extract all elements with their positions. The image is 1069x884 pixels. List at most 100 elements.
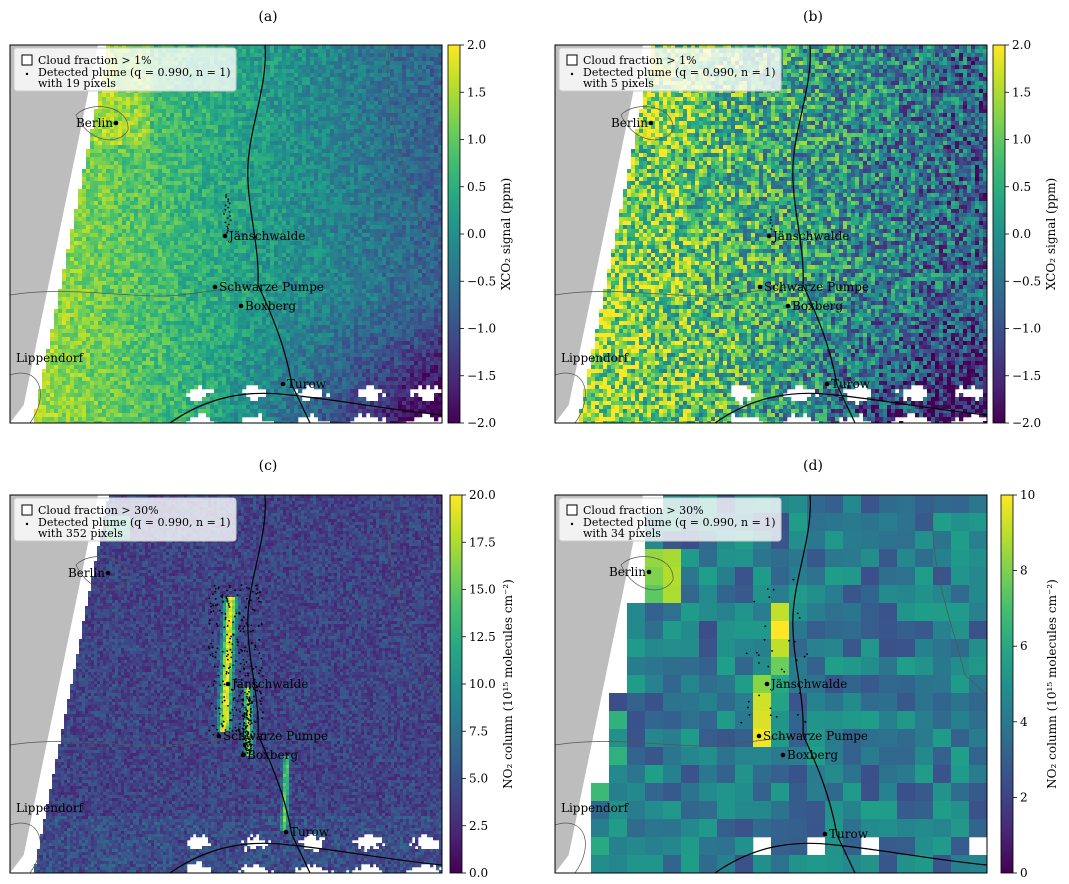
plume-marker [229,606,231,608]
plume-marker [243,718,245,720]
plume-marker [257,717,259,719]
plume-marker [747,707,749,709]
location-dot [757,734,762,739]
plume-marker [244,650,246,652]
plume-marker [258,672,260,674]
plume-marker [770,219,772,221]
plume-marker [212,632,214,634]
plume-marker [229,585,231,587]
plume-marker [259,591,261,593]
plume-marker [252,668,254,670]
plume-marker [225,221,227,223]
plume-marker [229,638,231,640]
panel-caption: (a) [258,9,277,25]
plume-marker [781,668,783,670]
plume-marker [246,744,248,746]
location-marker: Boxberg [241,748,299,762]
plume-marker [247,725,249,727]
location-label: Boxberg [247,748,298,762]
plume-marker [239,671,241,673]
location-label: Lippendorf [561,801,630,815]
location-label: Schwarze Pumpe [763,729,868,743]
legend: Cloud fraction > 30%Detected plume (q = … [14,498,236,541]
plume-marker [769,596,771,598]
plume-marker [221,612,223,614]
plume-marker [237,641,239,643]
location-dot [223,234,228,239]
plume-marker [214,591,216,593]
plume-marker [257,592,259,594]
plume-marker [770,216,772,218]
plume-marker [746,652,748,654]
plume-marker [214,585,216,587]
location-label: Berlin [68,566,105,580]
plume-marker [254,720,256,722]
location-marker: Turow [823,827,869,841]
plume-marker [208,648,210,650]
colorbar-tick-label: 0.5 [467,180,486,194]
location-dot [284,830,289,835]
location-marker: Jänschwalde [223,229,306,243]
plume-marker [208,686,210,688]
plume-marker [226,655,228,657]
plume-marker [223,213,225,215]
plume-marker [758,694,760,696]
plume-marker [217,647,219,649]
location-dot [765,682,770,687]
plume-marker [243,724,245,726]
location-marker: Berlin [68,566,110,580]
plume-marker [243,668,245,670]
plume-marker [250,720,252,722]
plume-marker [244,692,246,694]
colorbar-tick-label: 2 [1020,790,1028,804]
colorbar-tick-label: 4 [1020,715,1028,729]
location-dot [239,304,244,309]
plume-marker [767,666,769,668]
plume-marker [225,613,227,615]
plume-marker [241,619,243,621]
plume-marker [243,616,245,618]
plume-marker [251,702,253,704]
plume-marker [242,715,244,717]
colorbar-tick-label: −2.0 [1012,416,1041,430]
colorbar-label: XCO₂ signal (ppm) [1044,178,1058,290]
plume-marker [261,697,263,699]
colorbar-label: NO₂ column (10¹⁵ molecules cm⁻²) [501,579,515,789]
colorbar-tick-label: 1.0 [467,133,486,147]
plume-marker [804,656,806,658]
panel-caption: (b) [803,9,823,25]
plume-marker [258,625,260,627]
location-marker: Berlin [611,116,653,130]
cloud-swatch [567,55,577,65]
plume-marker [252,609,254,611]
location-marker: Schwarze Pumpe [217,729,328,743]
colorbar-tick-label: 0.0 [469,866,488,880]
colorbar-tick-label: −1.0 [467,322,496,336]
legend-plume-count: with 352 pixels [38,527,123,540]
location-label: Berlin [609,565,646,579]
plume-marker [248,700,250,702]
plume-marker [260,700,262,702]
colorbar-tick-label: −1.5 [1012,369,1041,383]
plume-marker [212,647,214,649]
colorbar-tick-label: −0.5 [467,274,496,288]
colorbar-tick-label: 12.5 [469,630,496,644]
plume-marker [252,630,254,632]
plume-marker [251,722,253,724]
plume-marker [222,726,224,728]
plume-marker [792,579,794,581]
legend: Cloud fraction > 30%Detected plume (q = … [559,498,781,541]
plume-marker [227,654,229,656]
plume-marker [225,196,227,198]
plume-marker [259,670,261,672]
plume-marker [216,729,218,731]
location-dot [226,682,231,687]
location-label: Turow [831,377,871,391]
plume-marker [770,707,772,709]
plume-marker [236,612,238,614]
location-dot [781,753,786,758]
plume-marker [258,639,260,641]
